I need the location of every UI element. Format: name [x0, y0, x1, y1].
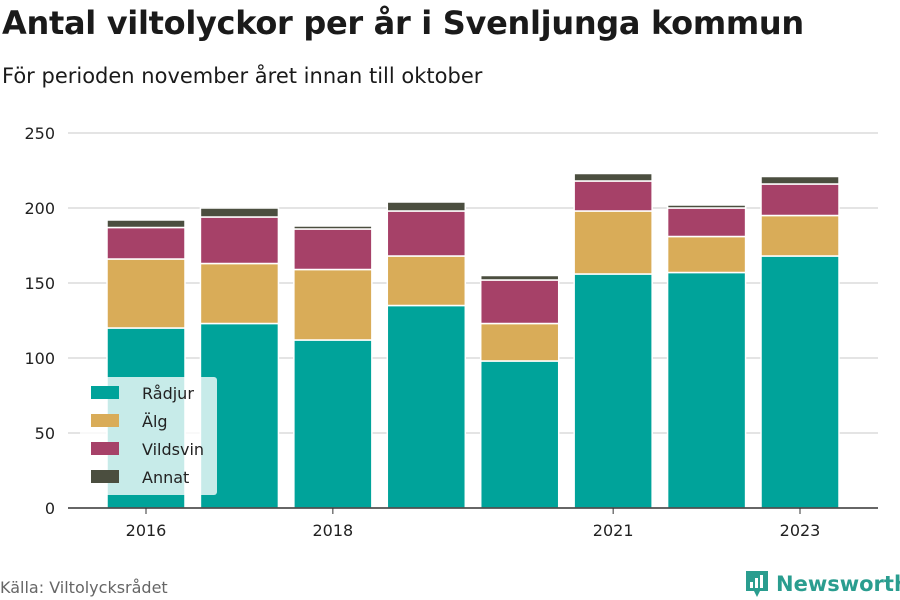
y-tick-label: 50 — [35, 424, 55, 443]
brand-logo: Newsworthy — [744, 569, 900, 599]
bar-segment — [106, 258, 186, 329]
bar-segment — [479, 274, 560, 281]
bar-segment — [760, 214, 840, 257]
bar-segment — [479, 322, 560, 362]
bar-segment — [199, 262, 280, 325]
y-tick-label: 250 — [24, 124, 55, 143]
bar-segment — [293, 228, 373, 271]
bar-segment — [573, 180, 653, 212]
legend-swatch — [91, 470, 119, 483]
legend-label: Rådjur — [142, 384, 194, 403]
bar-segment — [479, 279, 560, 325]
legend-label: Älg — [142, 412, 168, 431]
brand-name: Newsworthy — [776, 572, 900, 596]
legend-swatch — [91, 386, 119, 399]
x-tick-label: 2021 — [593, 521, 634, 540]
legend-box — [80, 377, 217, 495]
bar-segment — [666, 271, 747, 509]
bar-segment — [573, 273, 653, 509]
bar-segment — [106, 219, 186, 229]
bar-segment — [760, 183, 840, 217]
y-tick-label: 0 — [45, 499, 55, 518]
bar-segment — [760, 175, 840, 185]
x-tick-label: 2016 — [126, 521, 167, 540]
bar-segment — [573, 172, 653, 182]
bar-segment — [293, 339, 373, 509]
bar-segment — [106, 226, 186, 260]
y-tick-label: 100 — [24, 349, 55, 368]
bar-segment — [666, 204, 747, 209]
source-text: Källa: Viltolycksrådet — [0, 578, 168, 597]
x-tick-label: 2018 — [313, 521, 354, 540]
legend-label: Annat — [142, 468, 189, 487]
bar-segment — [199, 216, 280, 265]
bar-segment — [386, 255, 467, 307]
bar-segment — [573, 210, 653, 275]
x-tick-label: 2023 — [780, 521, 821, 540]
legend-swatch — [91, 442, 119, 455]
bar-segment — [293, 268, 373, 341]
bar-segment — [293, 225, 373, 230]
legend-label: Vildsvin — [142, 440, 204, 459]
bar-segment — [666, 207, 747, 238]
bar-segment — [386, 304, 467, 509]
chart-subtitle: För perioden november året innan till ok… — [2, 64, 483, 88]
legend-swatch — [91, 414, 119, 427]
newsworthy-icon — [746, 571, 768, 597]
bar-segment — [479, 360, 560, 509]
bar-segment — [199, 207, 280, 218]
bar-segment — [760, 255, 840, 509]
bar-segment — [666, 235, 747, 274]
bar-segment — [386, 201, 467, 212]
bar-segment — [386, 210, 467, 257]
y-tick-label: 200 — [24, 199, 55, 218]
chart-title: Antal viltolyckor per år i Svenljunga ko… — [2, 4, 804, 42]
y-tick-label: 150 — [24, 274, 55, 293]
